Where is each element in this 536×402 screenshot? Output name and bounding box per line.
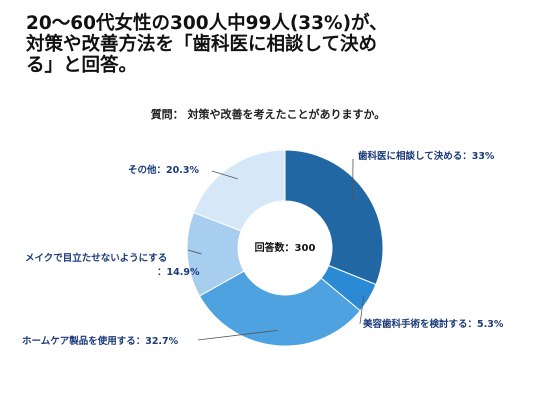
- headline: 20～60代女性の300人中99人(33%)が、 対策や改善方法を「歯科医に相談…: [26, 13, 526, 76]
- slice-label-5: その他：20.3%: [128, 164, 199, 176]
- leader-lines: [187, 158, 365, 341]
- slice-label-2: 美容歯科手術を検討する：5.3%: [362, 318, 504, 330]
- headline-line-3: る」と回答。: [26, 55, 138, 76]
- donut-slice-3: [198, 270, 361, 347]
- slice-label-1: 歯科医に相談して決める：33%: [358, 150, 495, 162]
- leader-line-4: [187, 249, 202, 255]
- headline-line-1: 20～60代女性の300人中99人(33%)が、: [26, 13, 388, 34]
- donut-slices: [186, 149, 384, 347]
- leader-line-5: [211, 170, 238, 180]
- slice-label-3: ホームケア製品を使用する：32.7%: [22, 335, 179, 347]
- leader-line-3: [197, 329, 278, 341]
- headline-line-2: 対策や改善方法を「歯科医に相談して決め: [26, 34, 377, 55]
- question-subtitle: 質問： 対策や改善を考えたことがありますか。: [150, 108, 386, 121]
- donut-hole: [238, 201, 332, 295]
- slice-label-4-line-1: メイクで目立たせないようにする: [25, 252, 167, 264]
- donut-slice-1: [284, 149, 384, 286]
- donut-slice-5: [192, 149, 286, 232]
- slice-label-4-line-2: ：14.9%: [157, 267, 200, 278]
- center-label: 回答数：300: [255, 241, 316, 254]
- leader-line-2: [359, 295, 365, 325]
- slice-labels: 歯科医に相談して決める：33% 美容歯科手術を検討する：5.3% ホームケア製品を使…: [22, 150, 504, 347]
